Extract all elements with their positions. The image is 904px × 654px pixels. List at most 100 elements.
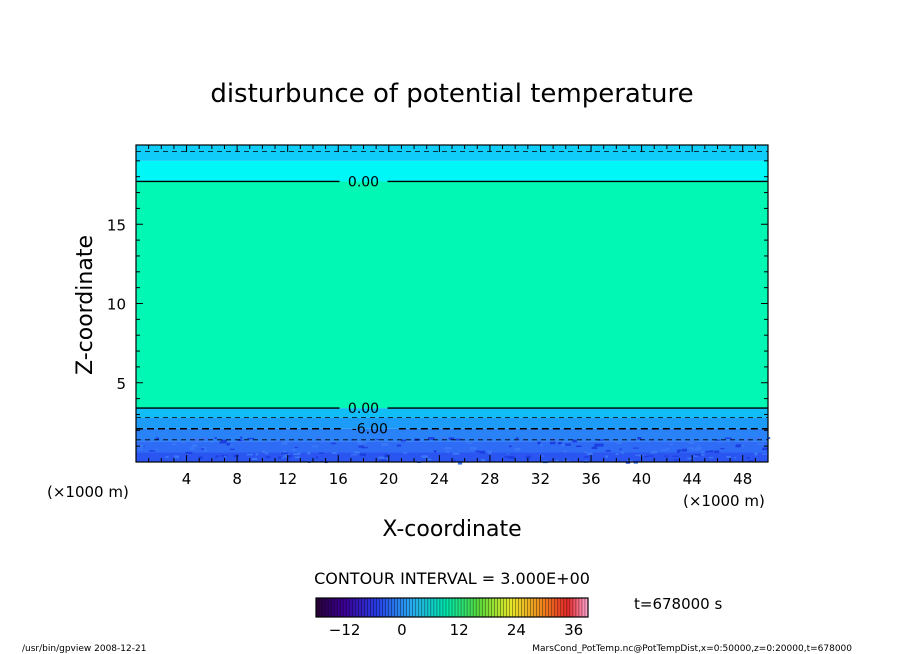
- contour-interval-text: CONTOUR INTERVAL = 3.000E+00: [314, 569, 590, 588]
- color-band-5: [136, 181, 768, 409]
- speckle: [284, 453, 290, 456]
- colorbar-cell: [370, 598, 374, 617]
- color-band-3: [136, 417, 768, 429]
- footer-left: /usr/bin/gpview 2008-12-21: [22, 644, 146, 654]
- colorbar-cell: [391, 598, 396, 617]
- speckle: [682, 448, 687, 452]
- colorbar-cell: [421, 598, 426, 617]
- speckle: [154, 449, 160, 451]
- colorbar-cell: [412, 598, 417, 617]
- speckle: [174, 455, 180, 459]
- speckle: [210, 441, 214, 443]
- colorbar-cell: [394, 598, 399, 617]
- colorbar-cell: [500, 598, 504, 617]
- colorbar-cell: [488, 598, 492, 617]
- speckle: [264, 452, 269, 455]
- speckle: [621, 451, 625, 454]
- speckle: [307, 451, 311, 455]
- speckle: [469, 447, 477, 450]
- colorbar-cell: [448, 598, 453, 617]
- speckle: [444, 447, 452, 450]
- speckle: [605, 450, 611, 452]
- speckle: [421, 455, 428, 458]
- speckle: [293, 453, 301, 456]
- speckle: [615, 453, 619, 456]
- speckle: [385, 457, 390, 460]
- speckle: [185, 451, 193, 454]
- speckle: [331, 452, 337, 454]
- colorbar-cell: [340, 598, 344, 617]
- colorbar-cell: [452, 598, 456, 617]
- speckle: [637, 437, 642, 440]
- colorbar-cell: [376, 598, 380, 617]
- y-axis-label: Z-coordinate: [73, 235, 98, 375]
- speckle: [635, 454, 641, 456]
- speckle: [384, 454, 389, 457]
- speckle: [538, 455, 544, 457]
- color-band-2: [136, 428, 768, 442]
- speckle: [246, 453, 253, 456]
- speckle: [228, 444, 233, 447]
- y-tick-label: 5: [116, 375, 126, 393]
- speckle: [560, 443, 568, 446]
- speckle: [360, 453, 366, 457]
- speckle: [445, 450, 450, 453]
- colorbar-cell: [581, 598, 586, 617]
- speckle: [720, 448, 725, 450]
- colorbar-cell: [551, 598, 556, 617]
- colorbar-cell: [331, 598, 335, 617]
- colorbar-cell: [427, 598, 432, 617]
- colorbar-cell: [461, 598, 465, 617]
- speckle: [475, 450, 480, 453]
- x-tick-label: 16: [329, 470, 348, 488]
- x-tick-label: 44: [683, 470, 702, 488]
- colorbar-cell: [479, 598, 483, 617]
- speckle: [396, 444, 402, 447]
- colorbar-cell: [388, 598, 393, 617]
- colorbar-cell: [557, 598, 562, 617]
- speckle: [224, 455, 227, 458]
- speckle: [605, 455, 609, 458]
- speckle: [591, 446, 598, 450]
- speckle: [619, 448, 622, 450]
- colorbar-cell: [328, 598, 332, 617]
- speckle: [283, 455, 290, 458]
- speckle: [281, 442, 288, 445]
- speckle: [735, 444, 741, 448]
- speckle: [632, 447, 639, 449]
- x-unit-right: (×1000 m): [683, 492, 765, 510]
- speckle: [687, 457, 694, 460]
- colorbar-cell: [467, 598, 471, 617]
- contour-label: -6.00: [352, 422, 388, 438]
- speckle: [358, 445, 365, 448]
- speckle: [195, 440, 202, 443]
- speckle: [320, 440, 324, 443]
- speckle: [357, 441, 362, 445]
- colorbar-cell: [352, 598, 356, 617]
- colorbar-cell: [533, 598, 538, 617]
- chart-title: disturbunce of potential temperature: [210, 79, 693, 109]
- speckle: [477, 437, 481, 440]
- speckle: [555, 459, 559, 463]
- color-band-0: [136, 452, 768, 462]
- colorbar-cell: [527, 598, 532, 617]
- speckle: [381, 442, 388, 446]
- colorbar-cell: [518, 598, 523, 617]
- speckle: [676, 450, 680, 453]
- speckle: [278, 456, 282, 459]
- colorbar-cell: [424, 598, 429, 617]
- speckle: [171, 443, 177, 446]
- x-unit-left: (×1000 m): [47, 483, 129, 501]
- speckle: [698, 453, 705, 456]
- colorbar-cell: [379, 598, 383, 617]
- speckle: [287, 454, 292, 458]
- speckle: [694, 453, 702, 456]
- x-tick-label: 12: [278, 470, 297, 488]
- speckle: [282, 450, 286, 454]
- colorbar-cell: [524, 598, 529, 617]
- speckle: [380, 459, 387, 462]
- colorbar-cell: [545, 598, 550, 617]
- speckle: [202, 446, 207, 448]
- speckle: [708, 456, 714, 459]
- colorbar-cell: [575, 598, 580, 617]
